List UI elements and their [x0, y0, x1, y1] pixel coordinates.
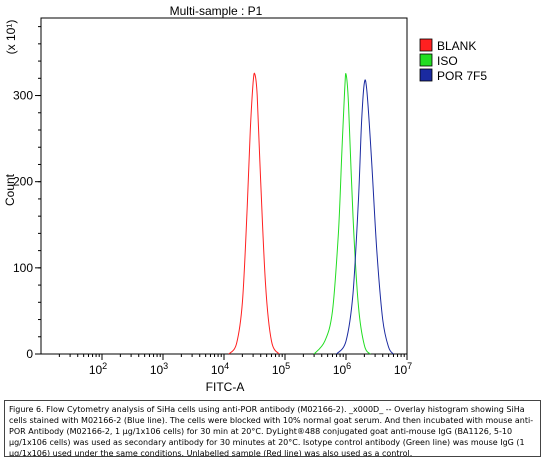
- figure-caption: Figure 6. Flow Cytometry analysis of SiH…: [4, 400, 541, 457]
- x-tick-label: 107: [394, 361, 412, 377]
- x-axis-label: FITC-A: [206, 380, 245, 394]
- x-tick-label: 104: [211, 361, 229, 377]
- y-tick-label: 300: [13, 89, 33, 103]
- legend-label-iso: ISO: [437, 54, 458, 68]
- y-tick-label: 0: [26, 347, 33, 361]
- chart-title: Multi-sample : P1: [170, 4, 263, 18]
- legend-swatch-iso: [419, 53, 433, 67]
- legend-label-por-7f5: POR 7F5: [437, 69, 487, 83]
- y-axis-label: Count: [3, 173, 17, 206]
- series-lines: [228, 72, 394, 355]
- series-line-por-7f5: [336, 79, 394, 355]
- x-tick-label: 102: [89, 361, 107, 377]
- y-multiplier-label: (x 10¹): [4, 20, 18, 55]
- x-tick-label: 106: [333, 361, 351, 377]
- series-line-iso: [313, 73, 371, 355]
- flow-cytometry-chart: Multi-sample : P1 (x 10¹) Count FITC-A 1…: [3, 4, 487, 394]
- legend-swatch-por-7f5: [419, 68, 433, 82]
- axes: 102 103 104 105 106 107 0 100 200 300: [13, 17, 412, 377]
- x-tick-label: 103: [150, 361, 168, 377]
- x-tick-label: 105: [272, 361, 290, 377]
- y-tick-label: 100: [13, 261, 33, 275]
- caption-text: Figure 6. Flow Cytometry analysis of SiH…: [9, 405, 534, 457]
- y-tick-label: 200: [13, 175, 33, 189]
- legend-label-blank: BLANK: [437, 39, 476, 53]
- series-line-blank: [228, 72, 280, 355]
- legend-swatch-blank: [419, 38, 433, 52]
